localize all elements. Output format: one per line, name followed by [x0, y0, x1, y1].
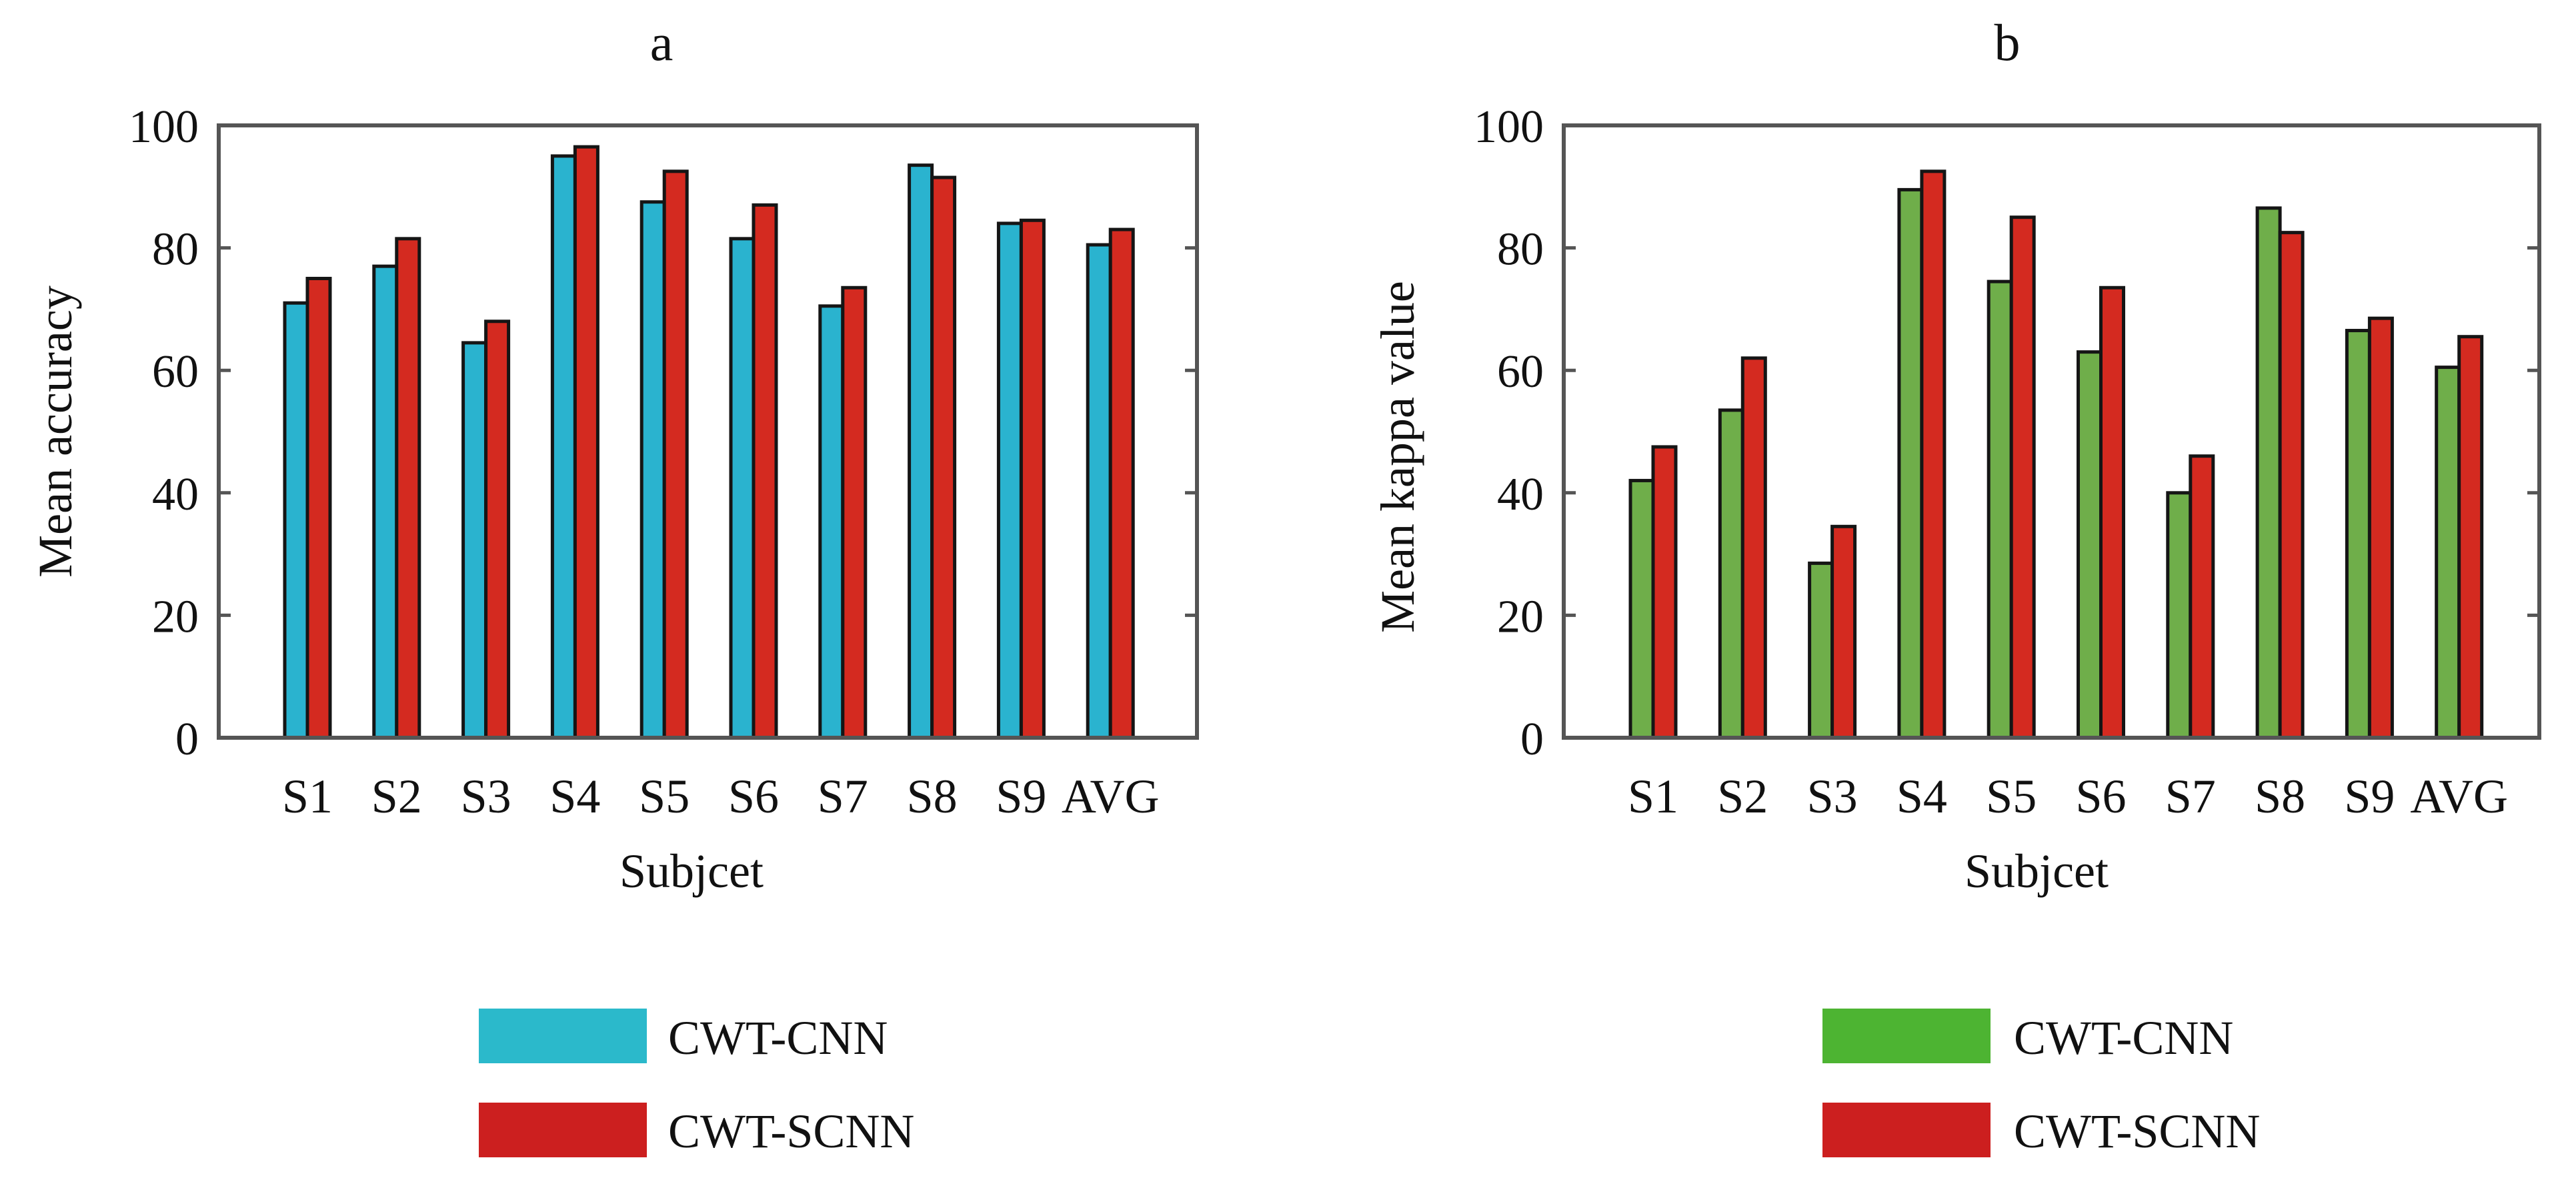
- panel-b-y-tick-label: 20: [1497, 591, 1544, 642]
- panel-b-y-tick-label: 60: [1497, 346, 1544, 398]
- panel-a-bar-cwt-cnn-s1: [283, 301, 309, 740]
- panel-b-bar-cwt-scnn-s7: [2189, 454, 2215, 740]
- panel-a-y-tick-label: 60: [152, 346, 199, 398]
- panel-a-bar-cwt-cnn-s3: [461, 341, 488, 740]
- panel-a-bar-cwt-cnn-s8: [908, 163, 934, 740]
- panel-b-bar-cwt-cnn-s4: [1897, 187, 1924, 740]
- panel-a-y-tick-label: 0: [175, 714, 199, 765]
- panel-b-x-tick-label: S2: [1717, 770, 1768, 823]
- panel-b-y-tick-label: 40: [1497, 469, 1544, 520]
- panel-a-x-tick-label: S6: [728, 770, 779, 823]
- panel-b-bar-cwt-cnn-s7: [2166, 491, 2193, 740]
- panel-b-bar-cwt-scnn-s9: [2367, 316, 2394, 740]
- panel-a-x-tick-label: S9: [996, 770, 1046, 823]
- panel-b-bar-cwt-scnn-s2: [1740, 356, 1767, 740]
- panel-b-bar-cwt-cnn-s3: [1808, 561, 1834, 740]
- panel-a-x-axis-label: Subjcet: [619, 844, 764, 898]
- panel-b-bar-cwt-cnn-avg: [2435, 366, 2461, 740]
- panel-b-bar-cwt-scnn-s3: [1830, 524, 1857, 740]
- panel-b-x-tick-label: S5: [1986, 770, 2037, 823]
- panel-a-bar-cwt-cnn-s9: [996, 221, 1023, 740]
- panel-b-x-tick-label: AVG: [2410, 770, 2508, 823]
- panel-a-bar-cwt-scnn-s5: [662, 169, 689, 740]
- panel-b-bar-cwt-cnn-s1: [1628, 478, 1655, 740]
- panel-b-x-tick-label: S9: [2344, 770, 2395, 823]
- panel-a-y-tick-label: 40: [152, 469, 199, 520]
- panel-a-bar-cwt-scnn-s2: [395, 237, 421, 740]
- panel-a-x-tick-label: S8: [907, 770, 958, 823]
- panel-b-y-tick-label: 80: [1497, 224, 1544, 275]
- panel-b-bar-cwt-scnn-avg: [2457, 335, 2484, 740]
- panel-a-x-tick-label: S5: [639, 770, 690, 823]
- panel-a-x-tick-label: S2: [371, 770, 422, 823]
- panel-a-bar-cwt-cnn-s6: [729, 237, 756, 740]
- panel-a-x-tick-label: S1: [282, 770, 333, 823]
- panel-b-plot: 0 20 40 60 80 100 S1 S2 S3 S4 S5 S6 S7 S8 S9 AVG: [1474, 101, 2539, 823]
- panel-a-bar-cwt-scnn-avg: [1108, 227, 1135, 740]
- legend-label-cwt-scnn: CWT-SCNN: [2014, 1105, 2260, 1158]
- panel-b-title: b: [1995, 13, 2021, 71]
- panel-b-bar-cwt-scnn-s8: [2278, 231, 2305, 740]
- panel-b-x-axis-label: Subjcet: [1965, 844, 2109, 898]
- panel-a-bar-cwt-scnn-s9: [1019, 218, 1046, 740]
- panel-a-plot: 0 20 40 60 80 100 S1 S2 S3 S4 S5 S6 S7 S8 S9 AVG: [129, 101, 1197, 823]
- panel-b-x-tick-label: S8: [2255, 770, 2305, 823]
- panel-a-plot-frame: [217, 123, 1199, 740]
- panel-b-bar-cwt-cnn-s5: [1987, 279, 2013, 740]
- panel-a-bar-cwt-cnn-s2: [372, 264, 399, 740]
- panel-a-bar-cwt-cnn-s4: [550, 154, 577, 740]
- panel-b-bar-cwt-scnn-s1: [1651, 445, 1678, 740]
- panel-a-title: a: [650, 13, 674, 71]
- panel-a-x-tick-label: S4: [549, 770, 600, 823]
- panel-b-y-tick-label: 0: [1520, 714, 1544, 765]
- panel-b-x-tick-label: S3: [1807, 770, 1858, 823]
- panel-a-bar-cwt-scnn-s1: [305, 277, 332, 740]
- panel-b-x-tick-label: S1: [1628, 770, 1678, 823]
- panel-a-bar-cwt-scnn-s7: [841, 285, 868, 740]
- panel-b-bar-cwt-cnn-s6: [2077, 350, 2103, 740]
- legend-swatch-cwt-cnn: [479, 1009, 647, 1063]
- legend-label-cwt-cnn: CWT-CNN: [2014, 1011, 2233, 1065]
- panel-b-bar-cwt-cnn-s8: [2255, 206, 2282, 740]
- panel-a: a 0 20 40 60 80 100 S1 S2 S3 S4 S5 S6 S7 S8 S9 AVG Subj…: [29, 13, 1199, 1158]
- panel-b-x-tick-label: S4: [1896, 770, 1947, 823]
- panel-a-y-axis-label: Mean accuracy: [29, 285, 82, 578]
- panel-a-legend: CWT-CNN CWT-SCNN: [479, 1009, 914, 1158]
- panel-a-bar-cwt-scnn-s4: [573, 145, 599, 740]
- legend-swatch-cwt-cnn: [1822, 1009, 1991, 1063]
- panel-b-x-tick-label: S7: [2165, 770, 2216, 823]
- panel-a-bar-cwt-cnn-s7: [818, 304, 845, 740]
- panel-a-y-tick-label: 20: [152, 591, 199, 642]
- legend-label-cwt-scnn: CWT-SCNN: [668, 1105, 914, 1158]
- panel-b-y-tick-label: 100: [1474, 101, 1544, 153]
- panel-a-y-tick-label: 80: [152, 224, 199, 275]
- panel-b-plot-frame: [1562, 123, 2541, 740]
- panel-a-x-tick-label: S3: [461, 770, 511, 823]
- panel-b-bar-cwt-cnn-s2: [1718, 408, 1744, 740]
- panel-a-bar-cwt-scnn-s6: [752, 203, 778, 740]
- panel-a-bar-cwt-scnn-s8: [930, 175, 957, 740]
- panel-a-x-tick-label: S7: [818, 770, 868, 823]
- panel-b-x-tick-label: S6: [2075, 770, 2126, 823]
- panel-b: b 0 20 40 60 80 100 S1 S2 S3 S4 S5 S6 S7 S8 S9 AVG Subj…: [1371, 13, 2541, 1158]
- panel-b-bar-cwt-scnn-s6: [2099, 285, 2125, 740]
- panel-a-bar-cwt-cnn-avg: [1086, 243, 1112, 740]
- panel-a-bar-cwt-cnn-s5: [639, 200, 666, 740]
- panel-b-y-axis-label: Mean kappa value: [1371, 281, 1424, 633]
- panel-b-legend: CWT-CNN CWT-SCNN: [1822, 1009, 2260, 1158]
- panel-a-bar-cwt-scnn-s3: [484, 320, 511, 740]
- panel-b-bar-cwt-cnn-s9: [2345, 329, 2371, 740]
- panel-a-x-tick-label: AVG: [1062, 770, 1160, 823]
- panel-a-y-tick-label: 100: [129, 101, 199, 153]
- legend-swatch-cwt-scnn: [479, 1103, 647, 1157]
- panel-b-bar-cwt-scnn-s5: [2009, 215, 2036, 740]
- legend-label-cwt-cnn: CWT-CNN: [668, 1011, 888, 1065]
- legend-swatch-cwt-scnn: [1822, 1103, 1991, 1157]
- panel-b-bar-cwt-scnn-s4: [1920, 169, 1947, 740]
